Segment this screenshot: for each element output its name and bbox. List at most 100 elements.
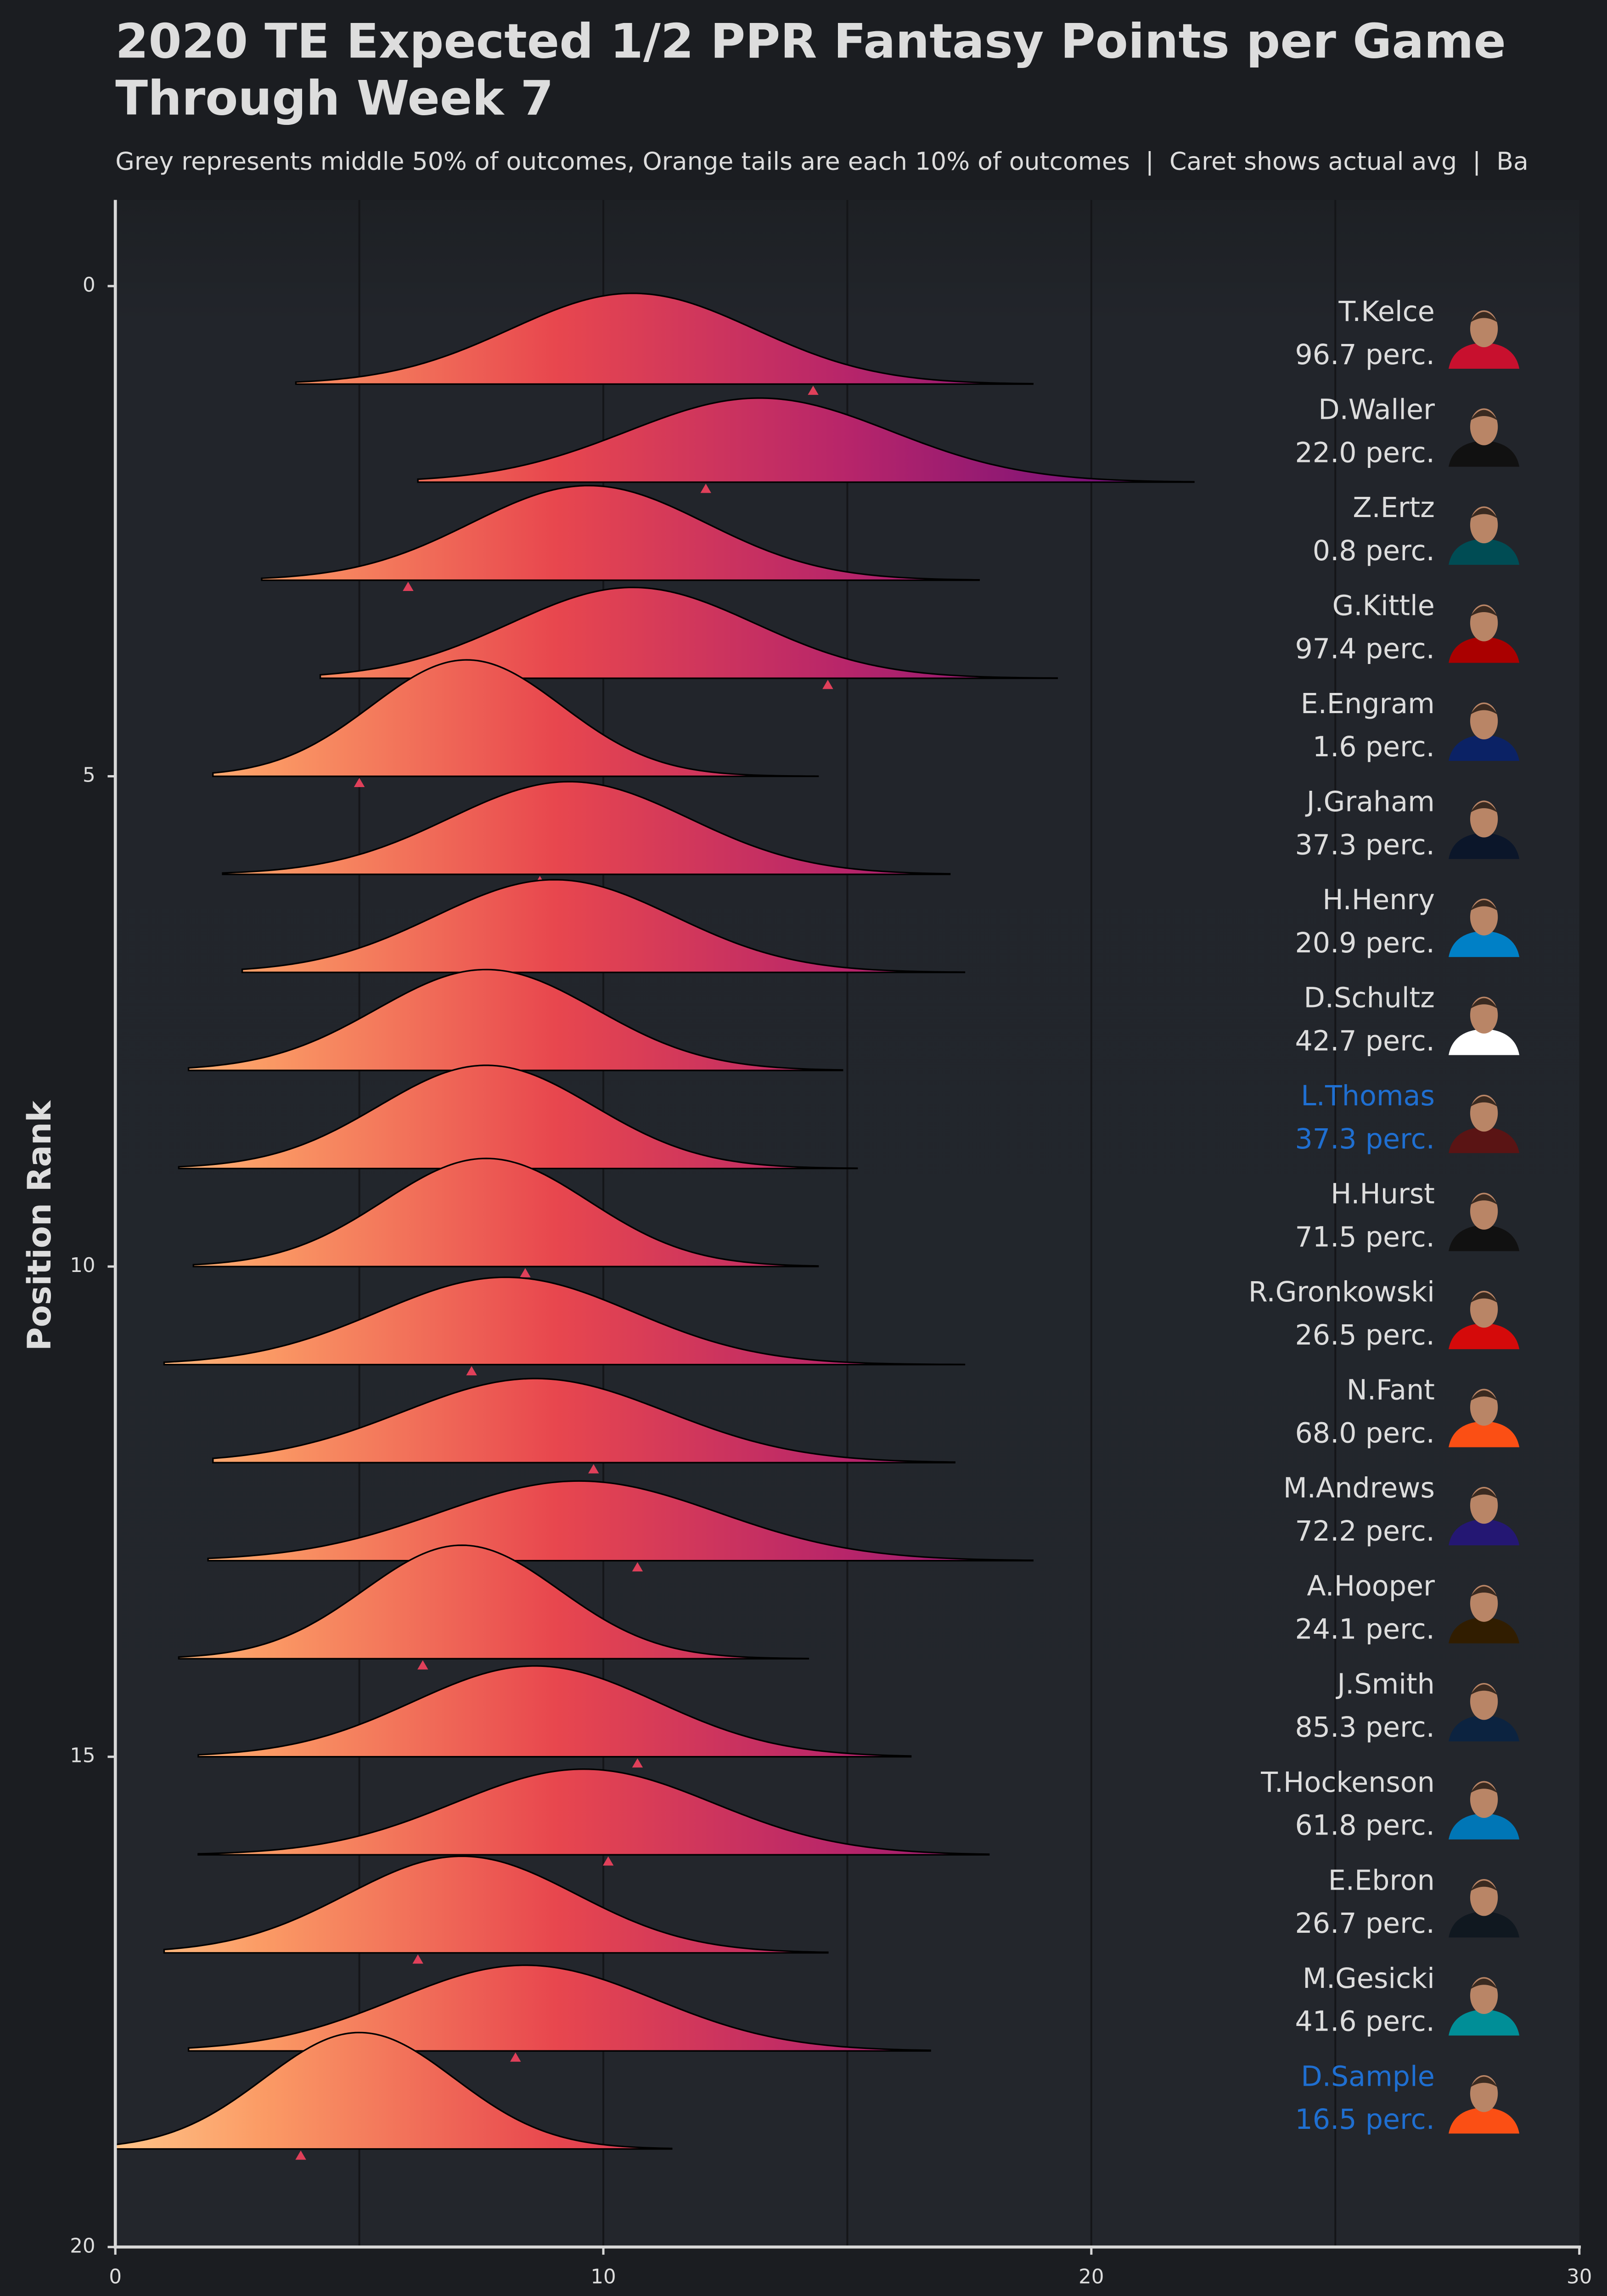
headshot-face — [1470, 1879, 1498, 1916]
y-axis-title: Position Rank — [21, 1100, 58, 1351]
ridges — [114, 293, 1195, 2160]
player-percentile: 37.3 perc. — [1295, 829, 1434, 861]
ridge — [197, 1768, 990, 1856]
headshot-jersey — [1449, 931, 1520, 957]
actual-caret — [295, 2150, 306, 2160]
actual-caret — [588, 1464, 599, 1474]
headshot-face — [1470, 1585, 1498, 1622]
x-tick-label: 10 — [590, 2265, 616, 2288]
player-name: M.Andrews — [1283, 1472, 1435, 1504]
headshot-jersey — [1449, 1813, 1520, 1840]
ridge — [187, 968, 843, 1071]
y-tick-label: 0 — [83, 274, 96, 297]
headshot-face — [1470, 604, 1498, 642]
headshot-jersey — [1449, 2009, 1520, 2036]
actual-caret — [700, 484, 711, 493]
headshot-jersey — [1449, 1715, 1520, 1742]
headshot-hair — [1470, 312, 1498, 323]
headshot-jersey — [1449, 1911, 1520, 1938]
x-axis-title: 1/2 PPR Points/Game — [657, 2294, 1038, 2296]
actual-caret — [808, 385, 819, 395]
player-percentile: 37.3 perc. — [1295, 1123, 1434, 1155]
player-name: R.Gronkowski — [1248, 1276, 1435, 1308]
player-name: N.Fant — [1347, 1374, 1435, 1407]
headshot-hair — [1470, 900, 1498, 911]
headshot-jersey — [1449, 636, 1520, 663]
headshot-hair — [1470, 508, 1498, 519]
ridge — [241, 879, 966, 974]
ridge — [295, 293, 1034, 385]
headshot-face — [1470, 800, 1498, 838]
actual-caret — [520, 1268, 531, 1277]
actual-caret — [403, 581, 414, 591]
player-name: H.Henry — [1322, 884, 1434, 916]
ridge — [417, 397, 1195, 483]
headshot-face — [1470, 1290, 1498, 1328]
headshot-hair — [1470, 1586, 1498, 1598]
headshot-hair — [1470, 1292, 1498, 1303]
headshot-hair — [1470, 1488, 1498, 1499]
player-percentile: 85.3 perc. — [1295, 1711, 1434, 1744]
headshot-jersey — [1449, 1127, 1520, 1154]
headshot-face — [1470, 1389, 1498, 1426]
ridge — [207, 1480, 1034, 1562]
headshot-hair — [1470, 410, 1498, 421]
headshot-hair — [1470, 1978, 1498, 1990]
ridge — [212, 1378, 955, 1463]
y-tick-label: 20 — [70, 2234, 95, 2257]
ridge — [114, 2032, 673, 2150]
player-name: J.Smith — [1335, 1668, 1434, 1700]
headshot-face — [1470, 310, 1498, 348]
player-name: G.Kittle — [1332, 590, 1435, 622]
player-name: Z.Ertz — [1353, 492, 1435, 524]
ridge — [192, 1158, 819, 1267]
ridge — [197, 1665, 912, 1758]
ridge — [178, 1064, 858, 1170]
headshot-face — [1470, 1781, 1498, 1818]
headshot-hair — [1470, 2077, 1498, 2088]
player-percentile: 0.8 perc. — [1313, 535, 1435, 567]
player-name: L.Thomas — [1301, 1080, 1435, 1112]
player-percentile: 1.6 perc. — [1313, 731, 1435, 763]
headshot-jersey — [1449, 735, 1520, 761]
actual-caret — [354, 777, 365, 787]
y-tick-label: 10 — [70, 1254, 95, 1277]
headshot-hair — [1470, 802, 1498, 813]
player-percentile: 26.7 perc. — [1295, 1908, 1434, 1940]
player-percentile: 42.7 perc. — [1295, 1025, 1434, 1057]
player-percentile: 71.5 perc. — [1295, 1221, 1434, 1253]
headshot-hair — [1470, 704, 1498, 715]
headshot-face — [1470, 1094, 1498, 1132]
headshot-face — [1470, 1193, 1498, 1230]
y-tick-label: 5 — [83, 764, 96, 787]
headshot-jersey — [1449, 440, 1520, 467]
player-name: D.Schultz — [1304, 982, 1435, 1014]
headshot-hair — [1470, 1194, 1498, 1205]
ridge — [163, 1855, 829, 1954]
player-labels: T.Kelce 96.7 perc. D.Waller 22.0 perc. Z.Ert… — [1248, 296, 1520, 2136]
headshot-jersey — [1449, 1225, 1520, 1251]
headshot-jersey — [1449, 833, 1520, 859]
player-percentile: 72.2 perc. — [1295, 1515, 1434, 1548]
headshot-hair — [1470, 606, 1498, 617]
headshot-face — [1470, 408, 1498, 445]
player-name: J.Graham — [1305, 786, 1435, 818]
headshot-jersey — [1449, 2107, 1520, 2134]
ridge — [163, 1276, 966, 1366]
player-percentile: 24.1 perc. — [1295, 1614, 1434, 1646]
headshot-face — [1470, 702, 1498, 740]
headshot-jersey — [1449, 1519, 1520, 1546]
ridge — [222, 781, 951, 875]
player-name: T.Kelce — [1338, 296, 1435, 328]
player-percentile: 22.0 perc. — [1295, 437, 1434, 469]
player-name: H.Hurst — [1331, 1178, 1435, 1210]
headshot-jersey — [1449, 343, 1520, 369]
headshot-face — [1470, 1683, 1498, 1720]
headshot-hair — [1470, 1096, 1498, 1107]
headshot-hair — [1470, 1684, 1498, 1695]
headshot-face — [1470, 1486, 1498, 1524]
headshot-hair — [1470, 1390, 1498, 1401]
actual-caret — [632, 1758, 643, 1768]
headshot-jersey — [1449, 1029, 1520, 1055]
